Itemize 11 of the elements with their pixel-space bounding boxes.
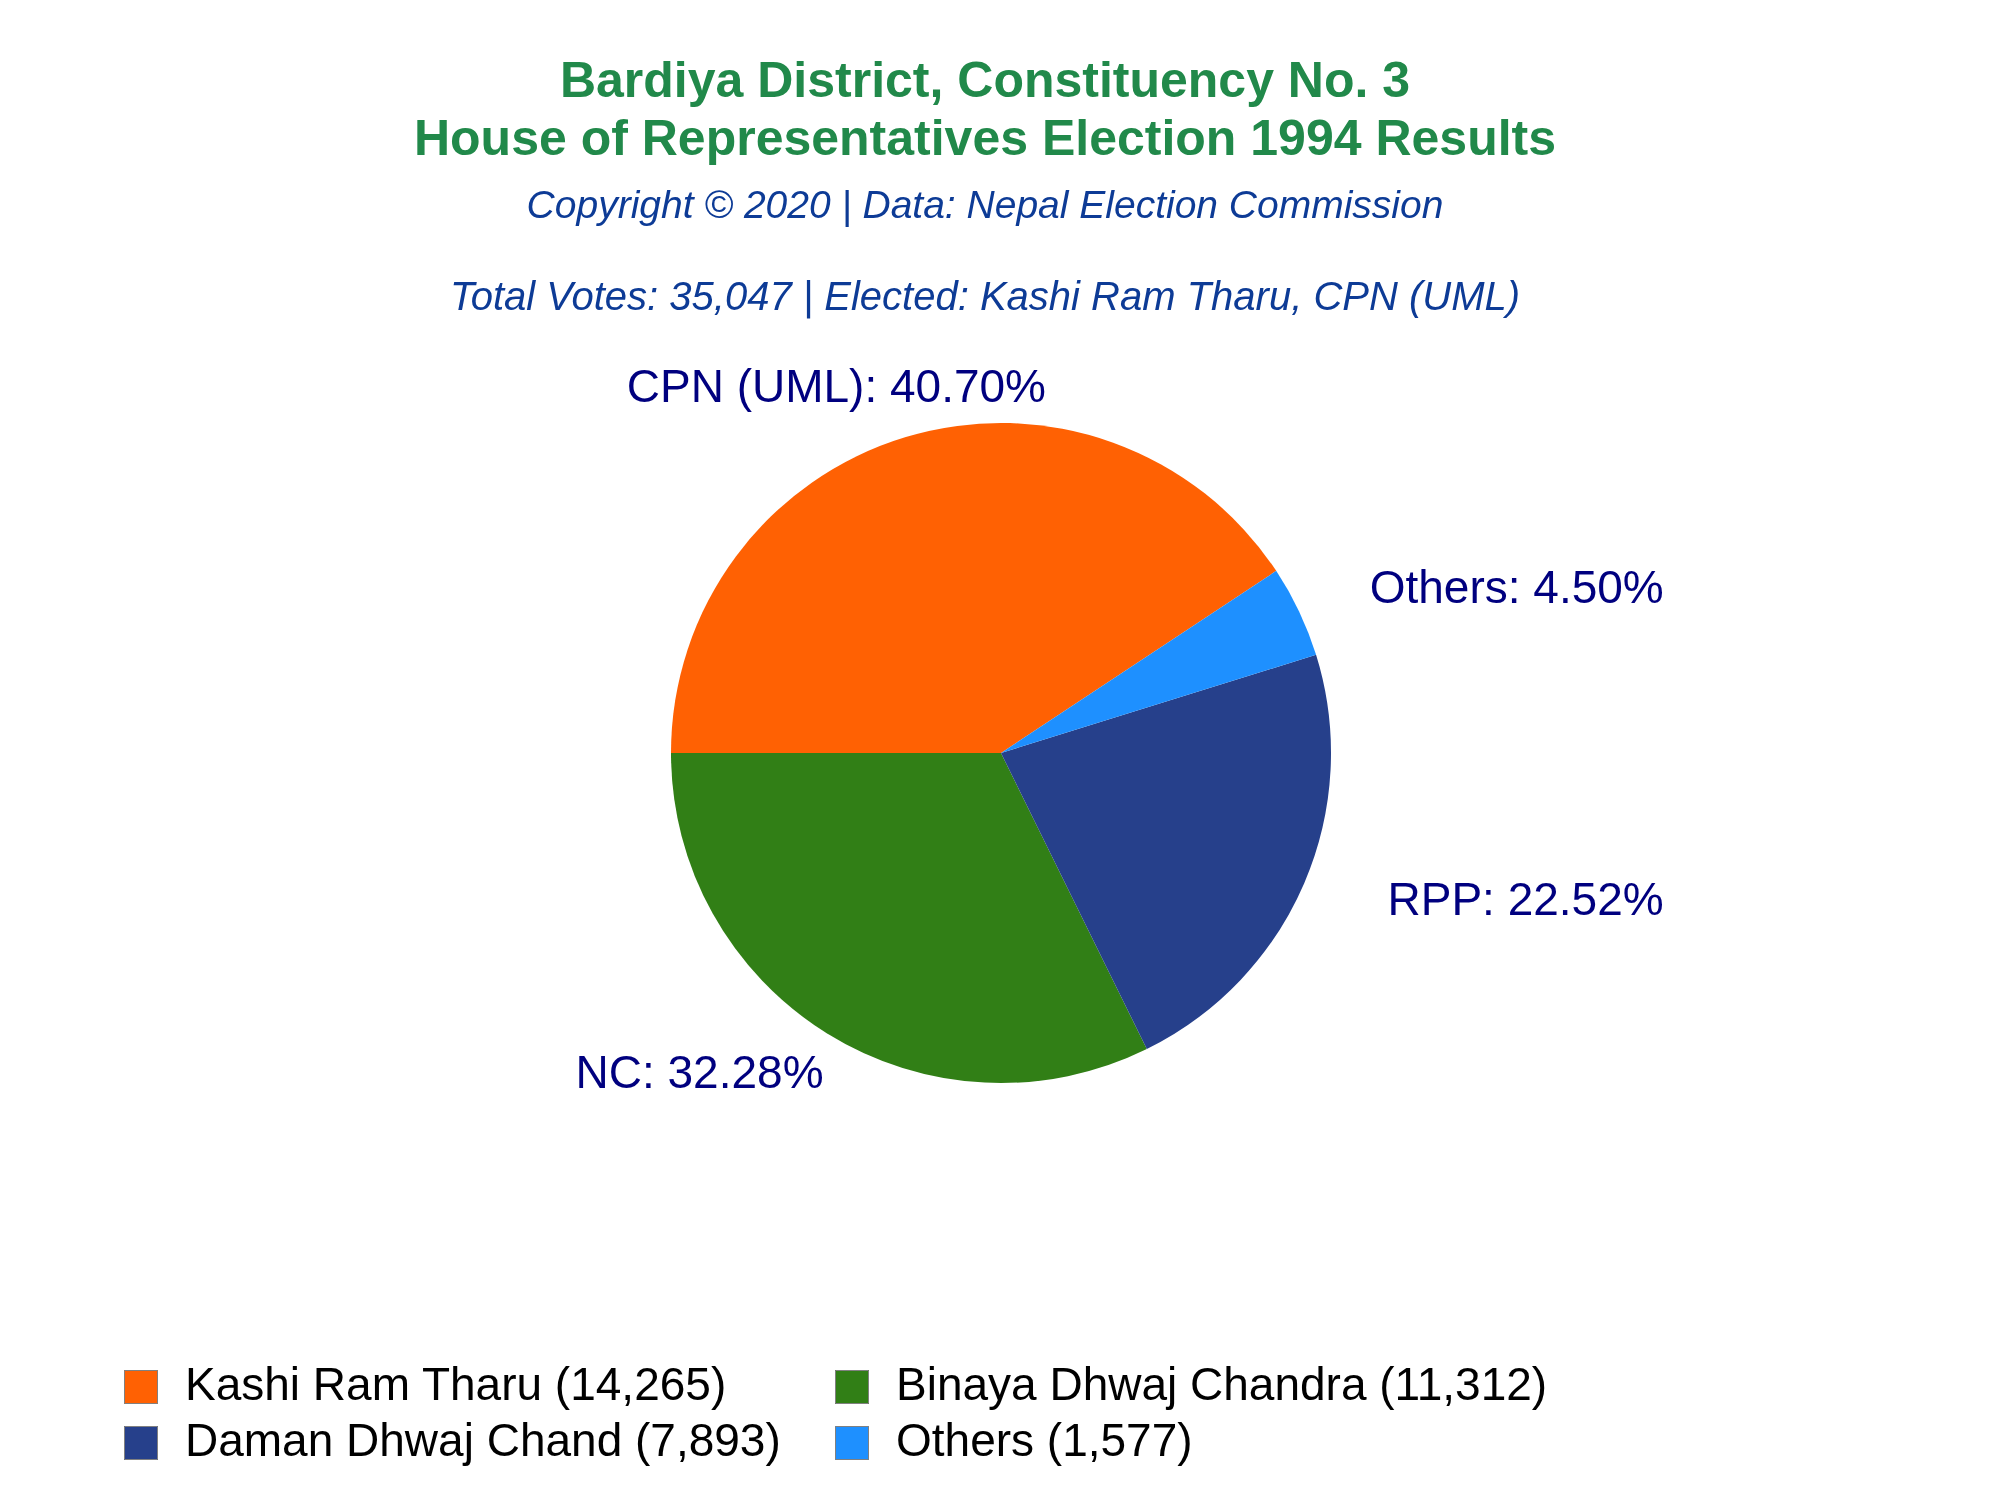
data-label: CPN (UML): 40.70% xyxy=(626,360,1046,413)
data-label: RPP: 22.52% xyxy=(1387,873,1664,926)
legend-label: Binaya Dhwaj Chandra (11,312) xyxy=(896,1357,1548,1410)
data-label: Others: 4.50% xyxy=(1369,560,1664,613)
data-label: NC: 32.28% xyxy=(575,1045,824,1098)
legend-label: Kashi Ram Tharu (14,265) xyxy=(185,1357,727,1410)
chart-subtitle: Total Votes: 35,047 | Elected: Kashi Ram Tharu, CPN (UML) xyxy=(449,274,1521,319)
chart-title: Bardiya District, Constituency No. 3 House of Representatives Election 1994 Results xyxy=(413,52,1557,166)
text: Copyright © 2020 | Data: Nepal Election Commission xyxy=(526,183,1444,227)
legend-label: Daman Dhwaj Chand (7,893) xyxy=(185,1413,781,1466)
legend-label: Others (1,577) xyxy=(896,1413,1193,1466)
